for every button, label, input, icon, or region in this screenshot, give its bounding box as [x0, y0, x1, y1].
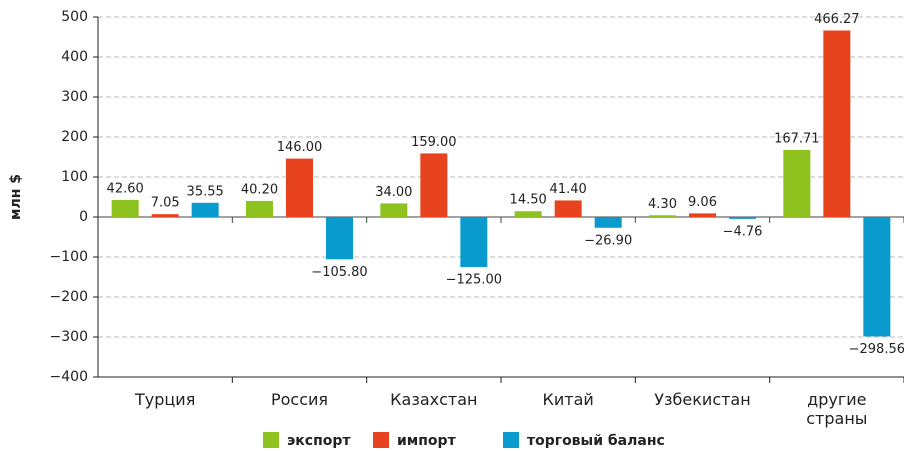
- legend-swatch: [263, 432, 279, 448]
- y-tick-label: −300: [50, 329, 88, 345]
- x-tick-label: Китай: [543, 390, 594, 409]
- bar: [111, 199, 139, 217]
- y-tick-label: 500: [61, 9, 88, 25]
- value-label: −125.00: [446, 273, 502, 288]
- legend-label: торговый баланс: [527, 433, 665, 449]
- value-label: 14.50: [510, 193, 547, 208]
- bar: [729, 217, 756, 219]
- bar: [191, 202, 219, 217]
- y-tick-label: 0: [79, 209, 88, 225]
- bar: [460, 217, 488, 267]
- x-tick-label: другие страны: [806, 390, 867, 428]
- value-label: 7.05: [151, 196, 180, 211]
- y-tick-label: −400: [50, 369, 88, 385]
- bar: [326, 217, 353, 260]
- value-label: 146.00: [277, 140, 323, 155]
- value-label: 41.40: [550, 182, 587, 197]
- y-tick-label: 100: [61, 169, 88, 185]
- bar: [380, 203, 408, 217]
- legend-swatch: [503, 432, 519, 448]
- bar: [689, 213, 716, 217]
- value-label: 167.71: [774, 131, 820, 146]
- bar: [514, 211, 542, 217]
- bar: [286, 158, 313, 217]
- value-label: 159.00: [411, 135, 457, 150]
- bar: [649, 215, 676, 217]
- value-label: 466.27: [814, 12, 860, 27]
- x-tick-label: Турция: [134, 390, 195, 409]
- value-label: 40.20: [241, 182, 278, 197]
- bar: [554, 200, 582, 217]
- bar: [863, 217, 891, 337]
- y-tick-label: −200: [50, 289, 88, 305]
- y-tick-label: 400: [61, 49, 88, 65]
- legend-swatch: [373, 432, 389, 448]
- x-tick-label: Узбекистан: [654, 390, 750, 409]
- value-label: −298.56: [849, 342, 904, 357]
- bar: [151, 214, 179, 217]
- value-label: 42.60: [107, 181, 144, 196]
- y-tick-label: −100: [50, 249, 88, 265]
- value-label: 9.06: [688, 195, 717, 210]
- value-label: −105.80: [311, 265, 367, 280]
- x-tick-label: Казахстан: [390, 390, 477, 409]
- bar: [594, 217, 622, 228]
- value-label: −26.90: [584, 233, 632, 248]
- y-axis-label: млн $: [8, 174, 24, 220]
- x-tick-label: Россия: [271, 390, 328, 409]
- bar: [783, 149, 811, 217]
- legend-label: импорт: [397, 433, 457, 449]
- legend-label: экспорт: [287, 433, 351, 449]
- y-tick-label: 200: [61, 129, 88, 145]
- value-label: 35.55: [187, 184, 224, 199]
- y-tick-label: 300: [61, 89, 88, 105]
- value-label: −4.76: [723, 224, 763, 239]
- bar: [823, 30, 851, 217]
- bar: [246, 200, 273, 217]
- value-label: 4.30: [648, 197, 677, 212]
- value-label: 34.00: [375, 185, 412, 200]
- bar: [420, 153, 448, 217]
